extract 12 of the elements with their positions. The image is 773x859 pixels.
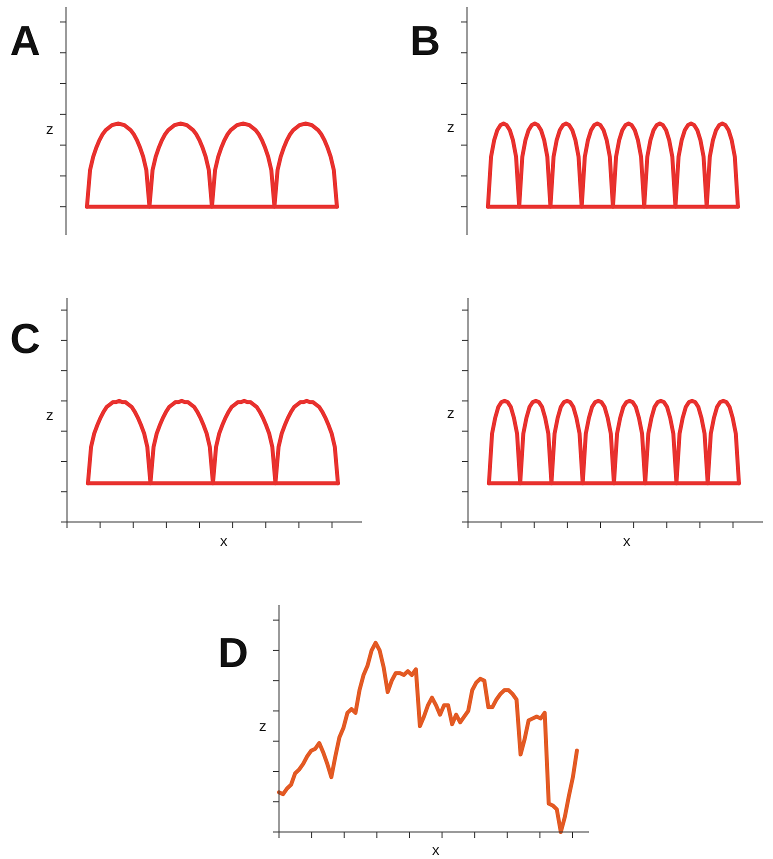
x-axis-title: x	[220, 533, 228, 550]
x-axis-title: x	[623, 533, 630, 550]
y-axis-title: z	[46, 407, 54, 424]
y-axis-title: z	[447, 119, 454, 136]
x-axis-title: x	[432, 842, 440, 859]
y-axis-title: z	[447, 405, 454, 422]
text: A	[10, 17, 40, 64]
text: C	[10, 315, 40, 362]
y-axis-title: z	[46, 121, 54, 138]
text: B	[410, 17, 440, 64]
y-axis-title: z	[259, 718, 266, 735]
text: D	[218, 629, 248, 676]
